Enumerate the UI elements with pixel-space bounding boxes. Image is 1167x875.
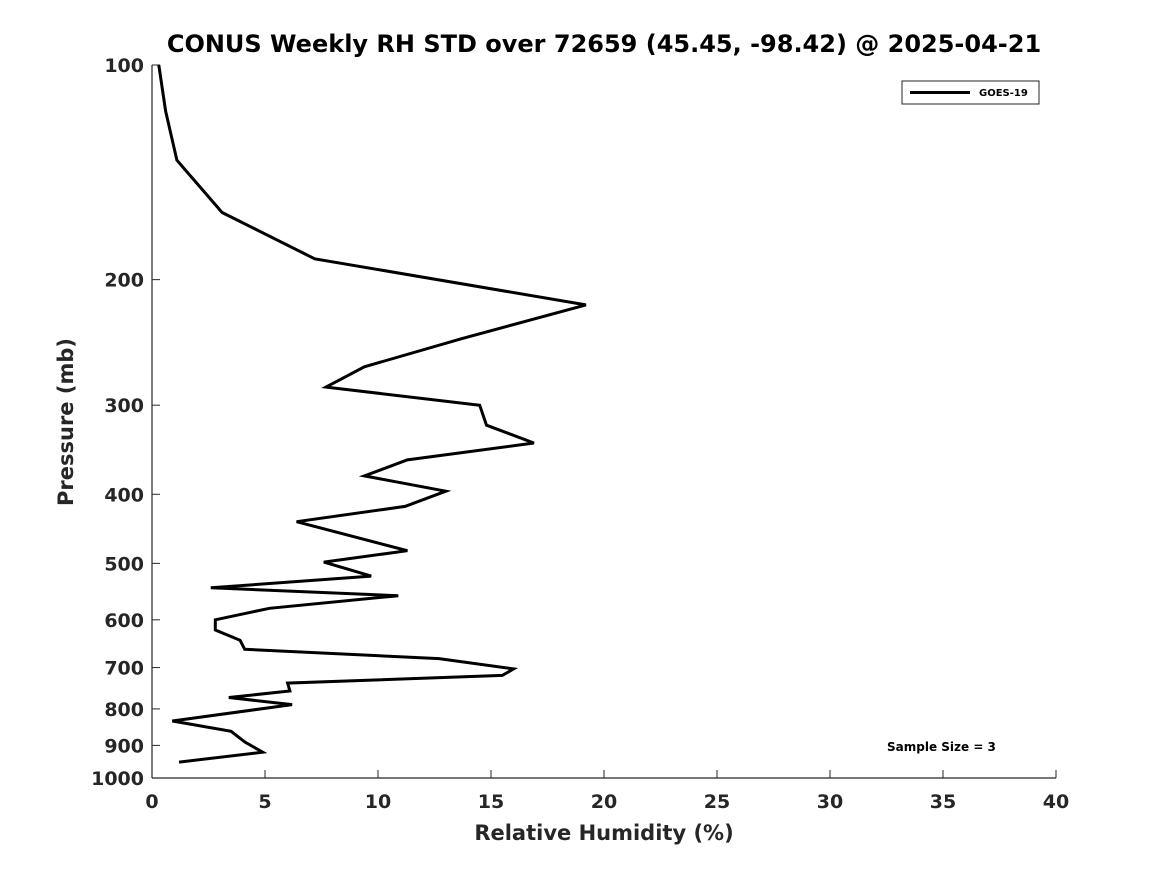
y-tick-label: 900 [104,735,144,757]
y-tick-label: 300 [104,395,144,417]
x-tick-label: 5 [258,791,271,813]
x-axis-label: Relative Humidity (%) [474,821,733,845]
legend-box [901,80,1040,105]
series-line-goes-19 [157,64,587,764]
y-tick-label: 100 [104,55,144,77]
x-tick-label: 20 [591,791,617,813]
x-tick-label: 15 [478,791,504,813]
x-tick-label: 30 [817,791,843,813]
y-tick-label: 200 [104,270,144,292]
y-tick-label: 500 [104,553,144,575]
x-tick-label: 35 [930,791,956,813]
chart-title: CONUS Weekly RH STD over 72659 (45.45, -… [167,30,1041,58]
legend: GOES-19 [901,80,1040,105]
y-ticks: 100 200 300 400 500 600 700 800 900 1000 [91,55,160,790]
x-tick-label: 10 [365,791,391,813]
y-tick-label: 700 [104,658,144,680]
plot-area [151,65,1056,779]
sample-size-annotation: Sample Size = 3 [887,740,996,754]
y-tick-label: 1000 [91,768,144,790]
y-tick-label: 800 [104,699,144,721]
x-tick-label: 40 [1043,791,1069,813]
y-axis-label: Pressure (mb) [54,338,78,506]
x-tick-label: 25 [704,791,730,813]
legend-label-goes-19: GOES-19 [979,88,1028,99]
y-tick-label: 400 [104,484,144,506]
y-tick-label: 600 [104,610,144,632]
x-tick-label: 0 [145,791,158,813]
x-ticks: 0 5 10 15 20 25 30 35 40 [145,770,1069,813]
series-group [157,64,587,764]
